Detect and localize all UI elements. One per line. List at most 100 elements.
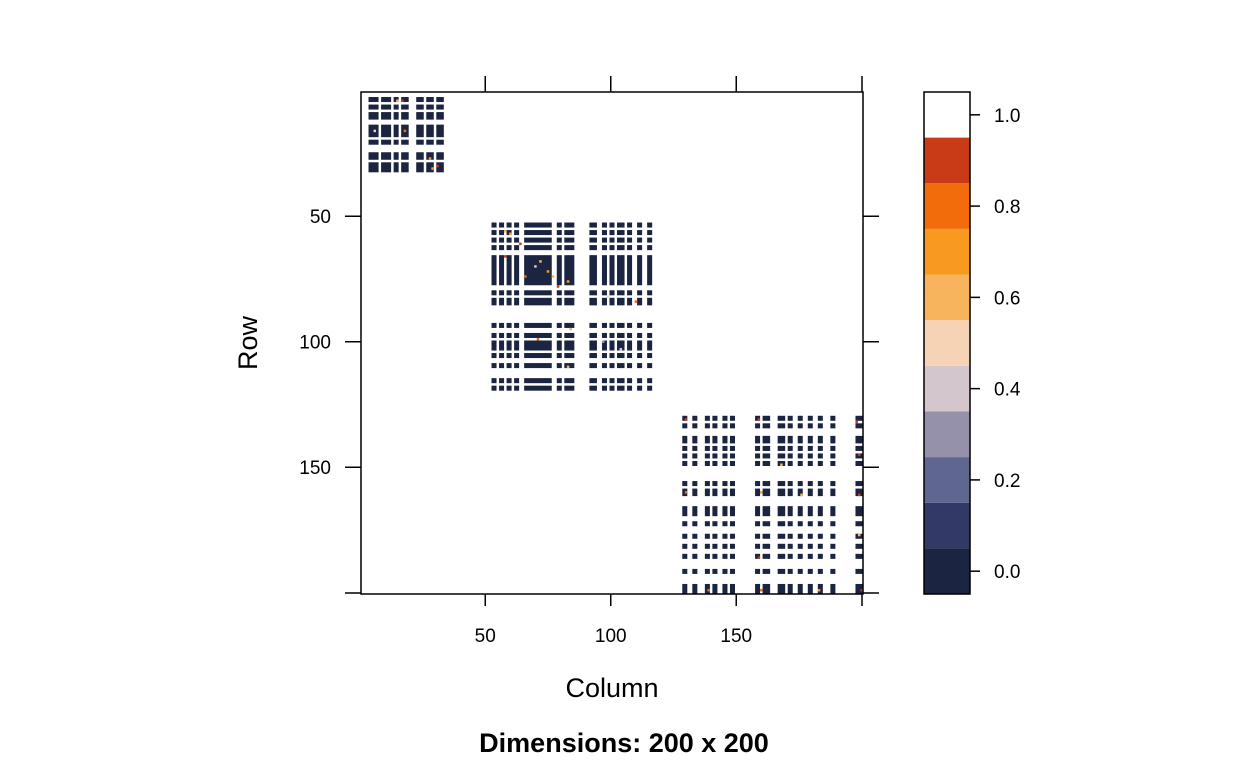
zero-cell-block (817, 533, 823, 539)
value-cell (403, 129, 407, 133)
zero-cell-block (722, 533, 728, 539)
zero-cell-block (712, 583, 718, 594)
zero-cell-block (762, 460, 771, 466)
zero-cell-block (381, 124, 392, 138)
zero-cell-block (807, 445, 813, 451)
zero-cell-block (393, 139, 399, 145)
zero-cell-block (609, 245, 615, 251)
zero-cell-block (777, 453, 786, 459)
zero-cell-block (817, 568, 823, 574)
zero-cell-block (564, 385, 575, 391)
zero-cell-block (729, 435, 735, 444)
zero-cell-block (830, 415, 836, 421)
zero-cell-block (601, 245, 607, 251)
zero-cell-block (524, 363, 552, 369)
zero-cell-block (797, 568, 803, 574)
value-cell (855, 420, 858, 424)
value-cell (539, 260, 542, 263)
zero-cell-block (797, 481, 803, 487)
zero-cell-block (556, 245, 562, 251)
zero-cell-block (499, 290, 505, 296)
zero-cell-block (627, 255, 633, 286)
zero-cell-block (817, 423, 823, 429)
zero-cell-block (755, 488, 761, 497)
zero-cell-block (855, 521, 863, 527)
zero-cell-block (637, 237, 643, 243)
zero-cell-block (729, 460, 735, 466)
zero-cell-block (817, 553, 823, 559)
zero-cell-block (564, 290, 575, 296)
value-cell (619, 348, 623, 351)
zero-cell-block (491, 332, 497, 338)
zero-cell-block (797, 460, 803, 466)
zero-cell-block (682, 568, 688, 574)
zero-cell-block (855, 568, 863, 574)
zero-cell-block (426, 152, 434, 160)
zero-cell-block (647, 385, 653, 391)
zero-cell-block (609, 230, 615, 236)
value-cell (524, 275, 527, 278)
zero-cell-block (368, 112, 379, 120)
zero-cell-block (855, 506, 863, 517)
colorkey-swatch (924, 502, 970, 549)
zero-cell-block (589, 363, 597, 369)
zero-cell-block (601, 322, 607, 328)
zero-cell-block (524, 322, 552, 328)
zero-cell-block (601, 255, 607, 286)
zero-cell-block (506, 237, 512, 243)
value-cell (566, 365, 570, 369)
zero-cell-block (556, 237, 562, 243)
zero-cell-block (682, 553, 688, 559)
zero-cell-block (491, 378, 497, 384)
zero-cell-block (436, 112, 444, 120)
zero-cell-block (722, 481, 728, 487)
colorkey-swatch (924, 228, 970, 275)
zero-cell-block (609, 297, 615, 306)
colorkey-border (923, 91, 971, 595)
zero-cell-block (627, 290, 633, 296)
value-cell (534, 265, 537, 268)
zero-cell-block (609, 332, 615, 338)
value-cell (707, 588, 710, 592)
zero-cell-block (712, 423, 718, 429)
zero-cell-block (416, 124, 424, 138)
zero-cell-block (692, 506, 698, 517)
zero-cell-block (564, 353, 575, 359)
zero-cell-block (755, 423, 761, 429)
zero-cell-block (401, 152, 409, 160)
zero-cell-block (609, 290, 615, 296)
value-cell (436, 164, 439, 168)
zero-cell-block (807, 533, 813, 539)
zero-cell-block (601, 297, 607, 306)
zero-cell-block (556, 385, 562, 391)
zero-cell-block (426, 97, 434, 103)
zero-cell-block (556, 290, 562, 296)
zero-cell-block (627, 332, 633, 338)
zero-cell-block (609, 378, 615, 384)
zero-cell-block (499, 340, 505, 351)
zero-cell-block (855, 460, 863, 466)
zero-cell-block (762, 521, 771, 527)
value-cell (566, 280, 570, 283)
zero-cell-block (704, 488, 710, 497)
zero-cell-block (627, 297, 633, 306)
zero-cell-block (506, 353, 512, 359)
zero-cell-block (777, 488, 786, 497)
zero-cell-block (491, 255, 497, 286)
zero-cell-block (830, 568, 836, 574)
zero-cell-block (416, 162, 424, 173)
zero-cell-block (682, 533, 688, 539)
zero-cell-block (712, 521, 718, 527)
zero-cell-block (755, 453, 761, 459)
zero-cell-block (416, 152, 424, 160)
zero-cell-block (692, 583, 698, 594)
zero-cell-block (426, 139, 434, 145)
zero-cell-block (609, 322, 615, 328)
x-tick-label: 100 (595, 626, 627, 647)
zero-cell-block (797, 553, 803, 559)
zero-cell-block (491, 290, 497, 296)
zero-cell-block (817, 481, 823, 487)
zero-cell-block (807, 453, 813, 459)
zero-cell-block (762, 568, 771, 574)
zero-cell-block (830, 506, 836, 517)
